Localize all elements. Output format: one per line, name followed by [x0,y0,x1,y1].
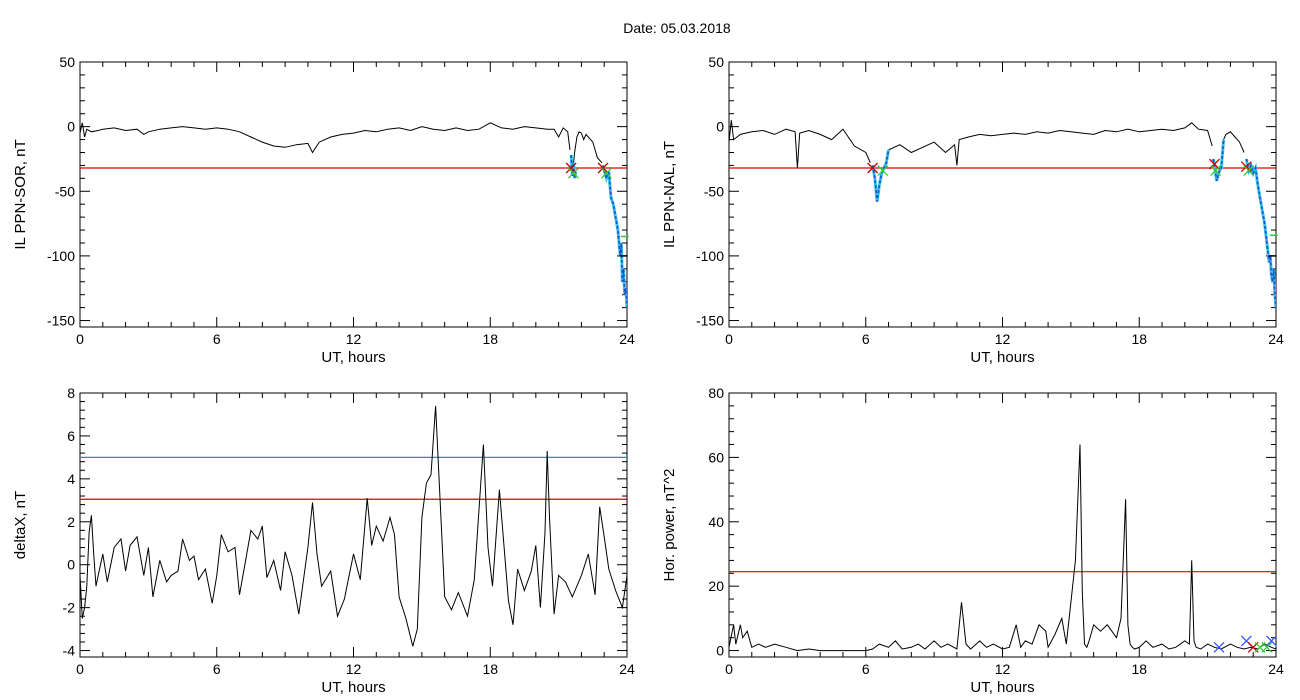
y-tick-label: 0 [67,119,75,135]
y-tick-label: 2 [67,514,75,530]
panel-deltax: 0 6 12 18 24 8 6 4 2 0 -2 -4 UT, hours deltaX, nT [12,385,635,696]
plot-frame [728,392,1277,658]
y-axis-label: Hor. power, nT^2 [661,469,678,582]
storm-line [602,165,627,308]
data-line [571,131,603,176]
event-marker [1243,165,1255,177]
panel-il-ppn-sor: 0 6 12 18 24 50 0 -50 -100 -150 UT, hours IL PPN-SO… [12,54,635,366]
event-marker [867,162,879,174]
x-tick-label: 24 [619,331,635,347]
figure-title: Date: 05.03.2018 [623,20,731,36]
y-tick-label: 0 [716,643,724,659]
event-marker [1209,158,1220,170]
y-tick-label: 0 [716,119,724,135]
x-tick-label: 24 [619,661,635,677]
y-tick-label: 8 [67,385,75,401]
data-line [729,120,871,169]
y-axis-label: IL PPN-NAL, nT [661,141,678,248]
x-tick-label: 0 [76,661,84,677]
y-tick-label: -4 [63,643,76,659]
event-marker [877,165,889,177]
x-tick-label: 6 [862,661,870,677]
y-tick-label: 50 [59,54,75,70]
data-line [80,405,627,647]
event-marker [567,167,579,179]
event-marker [597,162,609,174]
storm-line [1245,158,1276,308]
x-tick-label: 12 [346,331,362,347]
x-tick-label: 0 [76,331,84,347]
x-tick-label: 0 [725,331,733,347]
y-tick-label: 6 [67,428,75,444]
x-tick-label: 12 [995,331,1011,347]
event-marker [1265,635,1277,647]
x-tick-label: 24 [1268,331,1284,347]
y-tick-label: -2 [63,600,76,616]
data-line [888,122,1213,166]
event-marker [1213,641,1225,653]
y-tick-label: 80 [708,385,724,401]
x-axis-label: UT, hours [970,679,1034,696]
y-tick-label: -50 [55,183,75,199]
y-axis-label: IL PPN-SOR, nT [12,139,29,249]
data-line [729,444,1276,652]
storm-line-halo [1244,158,1276,308]
y-tick-label: 4 [67,471,75,487]
storm-line [871,149,890,202]
plot-frame [728,61,1277,328]
data-line [1223,131,1245,153]
x-tick-label: 18 [482,661,498,677]
y-tick-label: -100 [696,248,724,264]
y-axis-label: deltaX, nT [12,491,29,559]
plot-frame [79,61,628,328]
x-axis-label: UT, hours [970,349,1034,366]
x-tick-label: 12 [995,661,1011,677]
y-tick-label: -50 [704,183,724,199]
x-axis-label: UT, hours [321,679,385,696]
x-tick-label: 24 [1268,661,1284,677]
x-tick-label: 0 [725,661,733,677]
event-marker [1261,641,1273,653]
y-tick-label: 50 [708,54,724,70]
y-tick-label: 0 [67,557,75,573]
x-tick-label: 6 [213,331,221,347]
x-tick-label: 18 [482,331,498,347]
x-tick-label: 6 [213,661,221,677]
y-tick-label: 60 [708,449,724,465]
event-marker [1210,165,1222,177]
panel-hor-power: 0 6 12 18 24 80 60 40 20 0 UT, hours Hor. power, nT… [661,385,1284,696]
event-marker [601,167,612,179]
y-tick-label: -150 [696,313,724,329]
x-tick-label: 18 [1131,331,1147,347]
y-tick-label: 20 [708,578,724,594]
x-tick-label: 18 [1131,661,1147,677]
x-axis-label: UT, hours [321,349,385,366]
y-tick-label: -150 [47,313,75,329]
panel-il-ppn-nal: 0 6 12 18 24 50 0 -50 -100 -150 UT, hours IL PPN-NA… [661,54,1284,366]
y-tick-label: -100 [47,248,75,264]
storm-line [570,155,577,179]
x-tick-label: 12 [346,661,362,677]
y-tick-label: 40 [708,514,724,530]
x-tick-label: 6 [862,331,870,347]
data-line [80,122,571,154]
